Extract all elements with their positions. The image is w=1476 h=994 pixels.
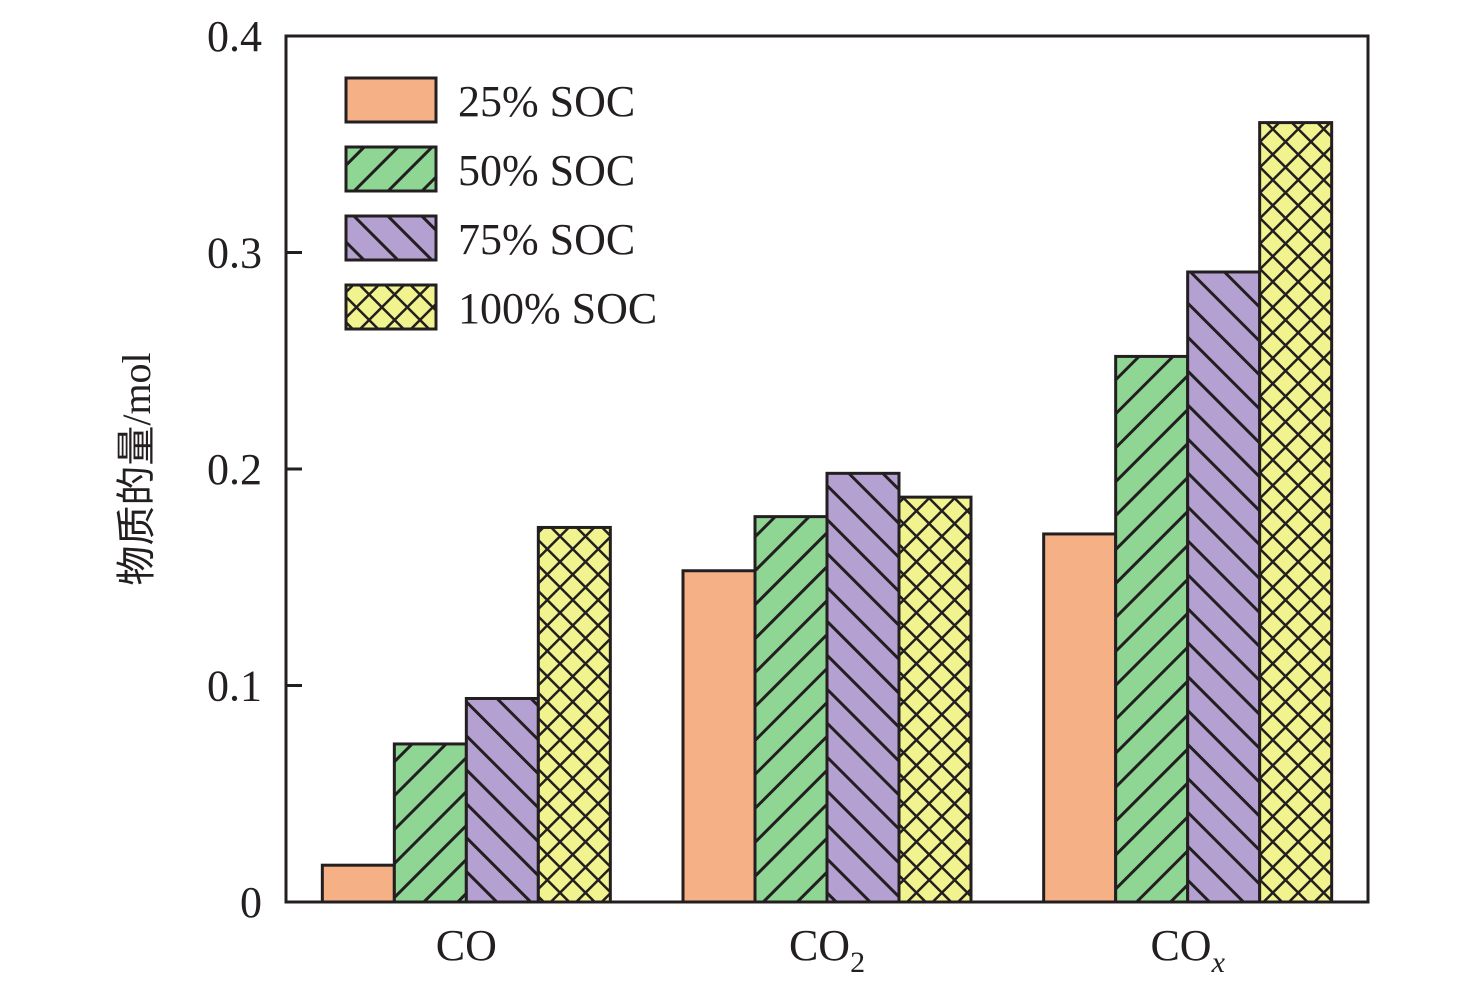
bar-25-soc-0 (320, 863, 396, 904)
bars-layer (320, 121, 1334, 904)
legend-swatch (344, 145, 438, 193)
bar-25-soc-2 (1042, 532, 1118, 904)
y-tick-label: 0.4 (207, 12, 262, 61)
bar-50-soc-2 (1114, 354, 1190, 904)
legend-label: 25% SOC (458, 77, 635, 126)
bar-100-soc-1 (897, 495, 973, 904)
legend-swatch (344, 76, 438, 124)
bar-25-soc-1 (681, 569, 757, 904)
legend-swatch (344, 283, 438, 331)
y-tick-label: 0.1 (207, 662, 262, 711)
legend-swatch (344, 214, 438, 262)
y-tick-label: 0 (240, 878, 262, 927)
y-tick-label: 0.2 (207, 445, 262, 494)
bar-100-soc-0 (536, 525, 612, 904)
bar-75-soc-2 (1186, 270, 1262, 904)
bar-50-soc-0 (392, 742, 468, 904)
legend: 25% SOC 50% SOC 75% SOC 100% SOC (344, 76, 657, 333)
legend-label: 50% SOC (458, 146, 635, 195)
y-tick-label: 0.3 (207, 229, 262, 278)
x-axis: CO CO2 COx (436, 921, 1226, 979)
bar-50-soc-1 (753, 515, 829, 904)
x-tick-label: CO2 (789, 921, 865, 979)
bar-75-soc-0 (464, 696, 540, 904)
bar-100-soc-2 (1258, 121, 1334, 904)
y-axis-label: 物质的量/mol (114, 352, 159, 585)
x-tick-label: COx (1150, 921, 1225, 979)
x-tick-label: CO (436, 921, 497, 970)
legend-label: 75% SOC (458, 215, 635, 264)
bar-75-soc-1 (825, 471, 901, 904)
legend-label: 100% SOC (458, 284, 657, 333)
y-axis: 0 0.1 0.2 0.3 0.4 (207, 12, 302, 927)
